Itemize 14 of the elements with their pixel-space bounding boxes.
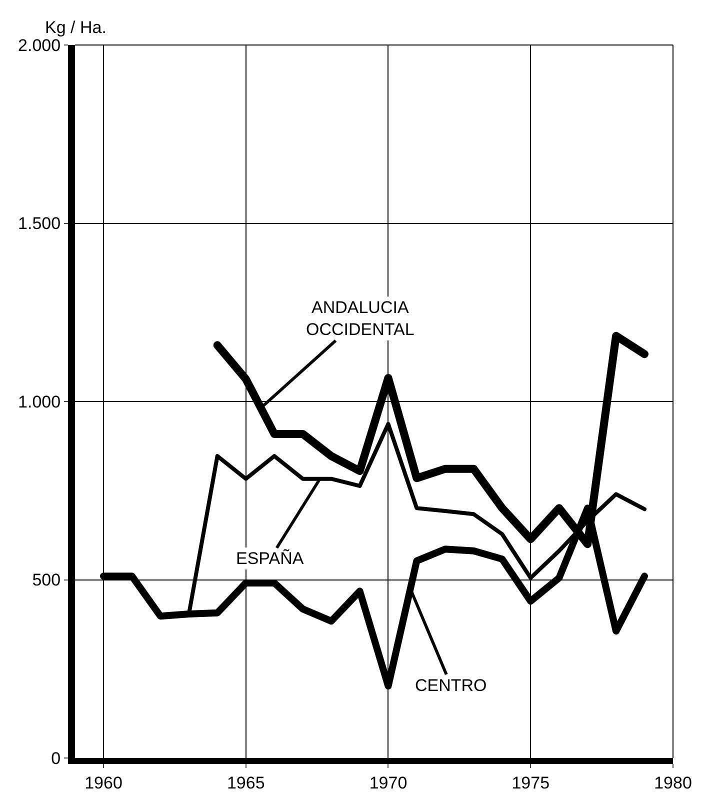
y-tick-label: 1.000 (18, 392, 61, 412)
x-tick-label: 1965 (226, 773, 265, 792)
x-tick-label: 1980 (654, 773, 692, 792)
annotation: ESPAÑA (236, 549, 304, 568)
y-tick-label: 0 (51, 748, 61, 768)
x-tick-label: 1975 (512, 773, 550, 792)
annotation: ANDALUCIA OCCIDENTAL (306, 298, 414, 340)
y-tick-label: 1.500 (18, 214, 61, 234)
y-axis-title: Kg / Ha. (45, 18, 106, 37)
x-tick-label: 1970 (369, 773, 408, 792)
annotation: CENTRO (415, 676, 487, 695)
y-tick-label: 500 (32, 570, 61, 590)
x-tick-label: 1960 (84, 773, 122, 792)
y-tick-label: 2.000 (18, 36, 61, 55)
